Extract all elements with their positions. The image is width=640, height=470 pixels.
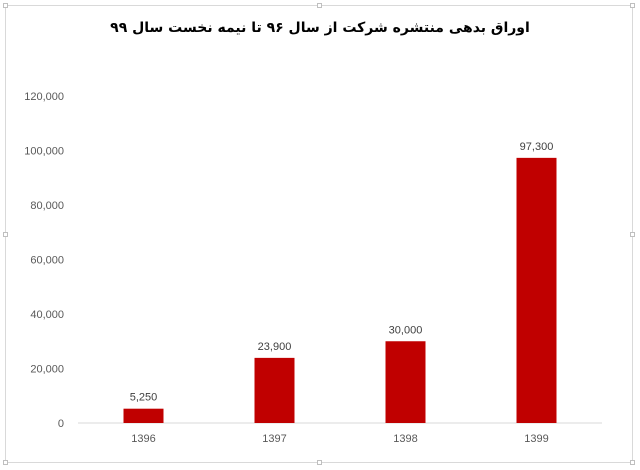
y-tick-label: 40,000 <box>30 309 64 321</box>
y-tick-label: 100,000 <box>24 146 64 158</box>
y-tick-label: 0 <box>58 418 64 430</box>
y-tick-label: 80,000 <box>30 200 64 212</box>
x-tick-label: 1399 <box>524 433 548 445</box>
resize-handle-middle-right[interactable] <box>630 232 635 237</box>
bar <box>254 357 295 423</box>
data-label: 97,300 <box>520 141 554 153</box>
resize-handle-top-left[interactable] <box>3 3 8 8</box>
resize-handle-top-right[interactable] <box>630 3 635 8</box>
bar <box>123 408 164 423</box>
x-tick-label: 1397 <box>262 433 286 445</box>
resize-handle-bottom-right[interactable] <box>630 460 635 465</box>
bar <box>516 157 557 424</box>
resize-handle-top-center[interactable] <box>317 3 322 8</box>
y-tick-label: 20,000 <box>30 364 64 376</box>
data-label: 23,900 <box>258 341 292 353</box>
x-tick-label: 1396 <box>131 433 155 445</box>
data-label: 30,000 <box>389 324 423 336</box>
chart-title: اوراق بدهی منتشره شرکت از سال ۹۶ تا نیمه… <box>110 20 530 36</box>
y-tick-label: 60,000 <box>30 255 64 267</box>
resize-handle-bottom-center[interactable] <box>317 460 322 465</box>
y-tick-label: 120,000 <box>24 91 64 103</box>
x-tick-label: 1398 <box>393 433 417 445</box>
data-label: 5,250 <box>130 392 158 404</box>
resize-handle-middle-left[interactable] <box>3 232 8 237</box>
resize-handle-bottom-left[interactable] <box>3 460 8 465</box>
bar <box>385 341 426 423</box>
